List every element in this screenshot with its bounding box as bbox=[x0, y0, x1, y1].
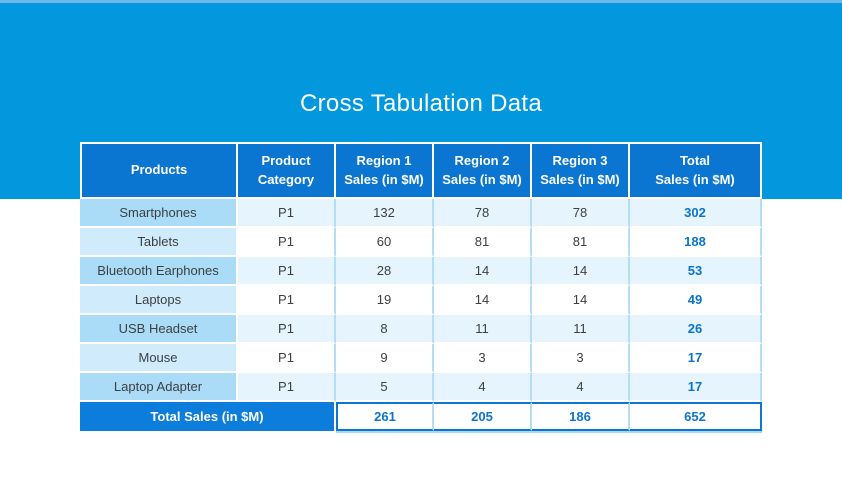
region1-sales-cell: 60 bbox=[336, 228, 434, 257]
region1-sales-cell: 5 bbox=[336, 373, 434, 402]
grand-total-cell: 652 bbox=[630, 402, 762, 431]
product-name-cell: Laptops bbox=[80, 286, 238, 315]
column-header-products: Products bbox=[80, 142, 238, 199]
product-name-cell: Smartphones bbox=[80, 199, 238, 228]
region3-sales-cell: 14 bbox=[532, 257, 630, 286]
product-category-cell: P1 bbox=[238, 199, 336, 228]
region3-sales-cell: 3 bbox=[532, 344, 630, 373]
product-name-cell: Tablets bbox=[80, 228, 238, 257]
table-row-tablets: Tablets P1 60 81 81 188 bbox=[80, 228, 762, 257]
total-sales-cell: 17 bbox=[630, 373, 762, 402]
region1-sales-cell: 132 bbox=[336, 199, 434, 228]
region3-total-cell: 186 bbox=[532, 402, 630, 431]
region2-total-cell: 205 bbox=[434, 402, 532, 431]
product-category-cell: P1 bbox=[238, 257, 336, 286]
total-sales-cell: 49 bbox=[630, 286, 762, 315]
page-title: Cross Tabulation Data bbox=[300, 90, 542, 117]
product-name-cell: Bluetooth Earphones bbox=[80, 257, 238, 286]
table-row-laptop-adapter: Laptop Adapter P1 5 4 4 17 bbox=[80, 373, 762, 402]
region2-sales-cell: 81 bbox=[434, 228, 532, 257]
region3-sales-cell: 78 bbox=[532, 199, 630, 228]
totals-row: Total Sales (in $M) 261 205 186 652 bbox=[80, 402, 762, 431]
product-category-cell: P1 bbox=[238, 373, 336, 402]
product-name-cell: USB Headset bbox=[80, 315, 238, 344]
total-sales-cell: 53 bbox=[630, 257, 762, 286]
region1-sales-cell: 8 bbox=[336, 315, 434, 344]
column-header-region3-sales: Region 3 Sales (in $M) bbox=[532, 142, 630, 199]
region1-sales-cell: 19 bbox=[336, 286, 434, 315]
region3-sales-cell: 81 bbox=[532, 228, 630, 257]
total-sales-cell: 17 bbox=[630, 344, 762, 373]
product-category-cell: P1 bbox=[238, 315, 336, 344]
column-header-region2-sales: Region 2 Sales (in $M) bbox=[434, 142, 532, 199]
region3-sales-cell: 4 bbox=[532, 373, 630, 402]
product-category-cell: P1 bbox=[238, 228, 336, 257]
column-header-region1-sales: Region 1 Sales (in $M) bbox=[336, 142, 434, 199]
region1-sales-cell: 9 bbox=[336, 344, 434, 373]
table-row-smartphones: Smartphones P1 132 78 78 302 bbox=[80, 199, 762, 228]
product-category-cell: P1 bbox=[238, 344, 336, 373]
product-name-cell: Laptop Adapter bbox=[80, 373, 238, 402]
region2-sales-cell: 4 bbox=[434, 373, 532, 402]
table-row-laptops: Laptops P1 19 14 14 49 bbox=[80, 286, 762, 315]
total-sales-cell: 188 bbox=[630, 228, 762, 257]
region1-sales-cell: 28 bbox=[336, 257, 434, 286]
region3-sales-cell: 11 bbox=[532, 315, 630, 344]
table-row-bluetooth-earphones: Bluetooth Earphones P1 28 14 14 53 bbox=[80, 257, 762, 286]
header-row: Products Product Category Region 1 Sales… bbox=[80, 142, 762, 199]
product-name-cell: Mouse bbox=[80, 344, 238, 373]
region1-total-cell: 261 bbox=[336, 402, 434, 431]
region2-sales-cell: 11 bbox=[434, 315, 532, 344]
column-header-total-sales: Total Sales (in $M) bbox=[630, 142, 762, 199]
column-header-product-category: Product Category bbox=[238, 142, 336, 199]
product-category-cell: P1 bbox=[238, 286, 336, 315]
region2-sales-cell: 3 bbox=[434, 344, 532, 373]
totals-row-label: Total Sales (in $M) bbox=[80, 402, 336, 431]
region3-sales-cell: 14 bbox=[532, 286, 630, 315]
band-top-edge bbox=[0, 0, 842, 3]
cross-tabulation-table: Products Product Category Region 1 Sales… bbox=[80, 142, 762, 431]
region2-sales-cell: 14 bbox=[434, 257, 532, 286]
region2-sales-cell: 14 bbox=[434, 286, 532, 315]
table-row-usb-headset: USB Headset P1 8 11 11 26 bbox=[80, 315, 762, 344]
table-row-mouse: Mouse P1 9 3 3 17 bbox=[80, 344, 762, 373]
total-sales-cell: 26 bbox=[630, 315, 762, 344]
total-sales-cell: 302 bbox=[630, 199, 762, 228]
region2-sales-cell: 78 bbox=[434, 199, 532, 228]
